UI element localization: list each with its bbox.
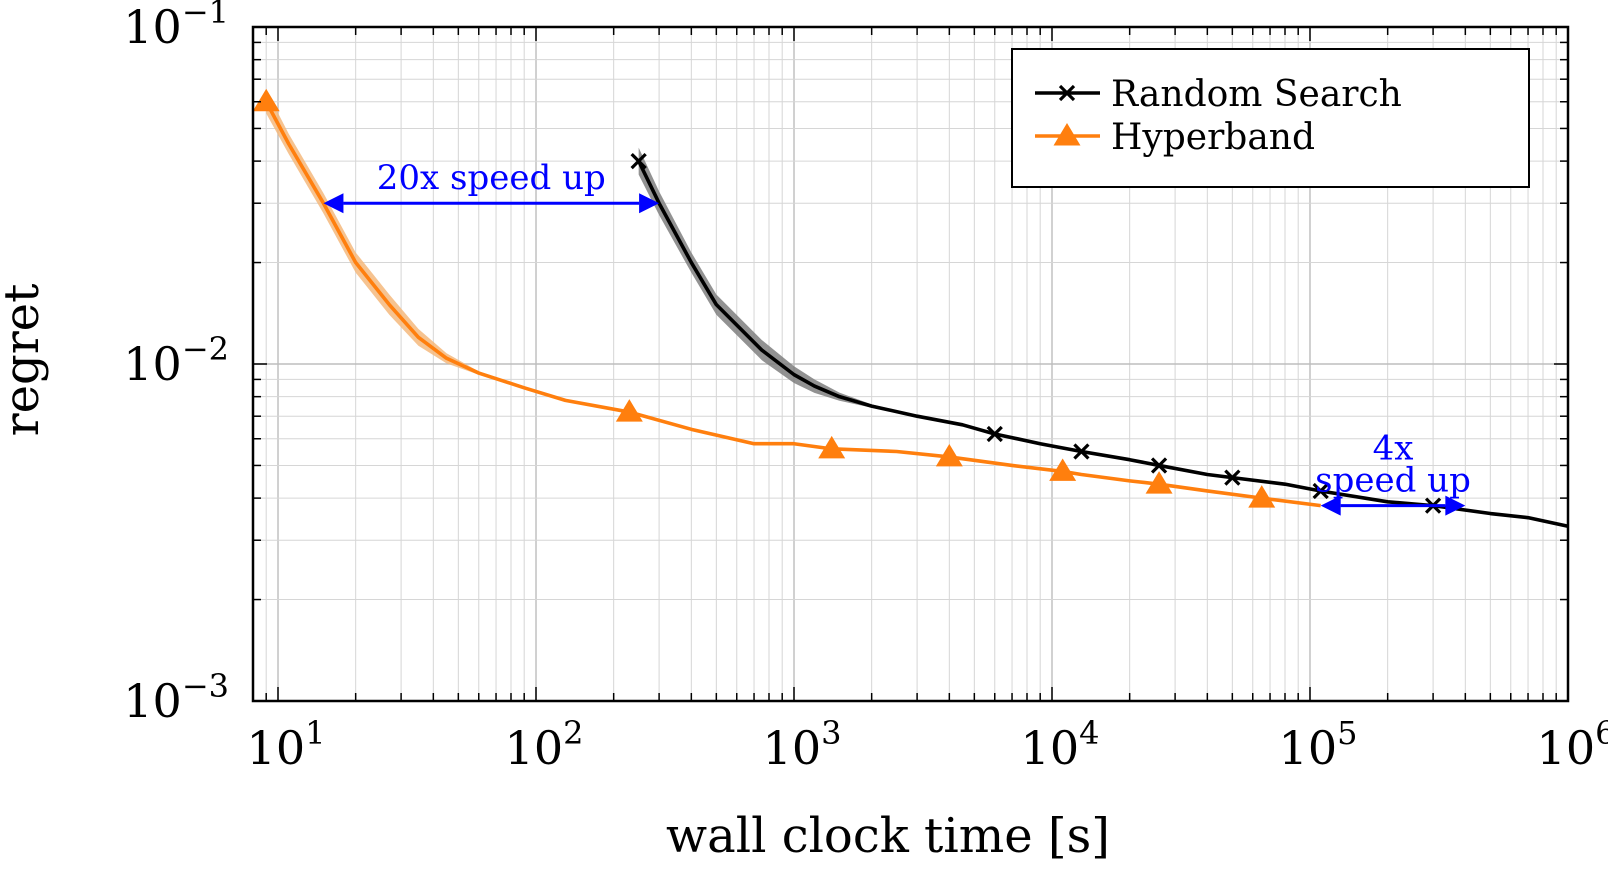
random-search-marker — [630, 152, 647, 170]
series-line — [637, 160, 1569, 529]
hyperband-marker — [935, 443, 963, 467]
legend-label: Random Search — [1111, 74, 1402, 115]
minor-ticks — [252, 26, 1569, 702]
marker-stroke — [1224, 469, 1241, 486]
tick-label-exponent: 6 — [1595, 714, 1608, 752]
tick-label-base: 10 — [123, 337, 182, 391]
marker-stroke — [1073, 443, 1090, 460]
hyperband-marker — [1145, 471, 1173, 494]
series-markers — [252, 88, 1442, 514]
tick-label-exponent: 2 — [563, 714, 583, 752]
tick-label-base: 10 — [123, 0, 182, 54]
random-search-marker — [1312, 482, 1329, 500]
series-lines — [264, 100, 1569, 529]
tick-label-base: 10 — [505, 721, 564, 775]
grid — [252, 26, 1569, 702]
hyperband-marker — [1053, 123, 1081, 146]
x-tick-label: 103 — [763, 714, 842, 775]
arrow-head-right — [639, 193, 660, 214]
y-axis-ticks: 10−310−210−1 — [123, 0, 229, 728]
hyperband-marker — [1049, 458, 1077, 481]
annotation-label: 4x — [1373, 429, 1414, 469]
tick-label-exponent: 4 — [1079, 714, 1099, 752]
tick-label-base: 10 — [123, 674, 182, 728]
tick-label-exponent: −2 — [182, 330, 229, 368]
tick-label-exponent: 5 — [1337, 714, 1357, 752]
arrow-head-right — [1445, 495, 1466, 516]
legend-label: Hyperband — [1111, 117, 1315, 158]
speedup-annotation: 20x speed up — [323, 158, 660, 214]
x-tick-label: 105 — [1279, 714, 1358, 775]
series-line — [264, 100, 1321, 508]
hyperband-marker — [1248, 485, 1276, 508]
marker-stroke — [1150, 457, 1168, 474]
tick-label-base: 10 — [763, 721, 822, 775]
legend-entry: Hyperband — [1035, 117, 1315, 158]
tick-label-base: 10 — [247, 721, 306, 775]
random-search-marker — [1150, 457, 1168, 474]
x-tick-label: 106 — [1537, 714, 1608, 775]
marker-stroke — [1312, 482, 1329, 500]
arrow-head-left — [323, 193, 344, 214]
annotation-label: 20x speed up — [377, 158, 606, 198]
random-search-marker — [1073, 443, 1090, 460]
tick-label-base: 10 — [1537, 721, 1596, 775]
y-tick-label: 10−3 — [123, 667, 229, 728]
x-axis-ticks: 101 102 103 104 105 106 — [247, 714, 1608, 775]
tick-label-base: 10 — [1279, 721, 1338, 775]
y-tick-label: 10−2 — [123, 330, 229, 391]
marker-stroke — [1058, 84, 1076, 102]
x-tick-label: 104 — [1021, 714, 1100, 775]
marker-stroke — [986, 425, 1003, 443]
hyperband-marker — [615, 399, 643, 422]
annotation-label: speed up — [1315, 461, 1471, 501]
hyperband-marker — [818, 435, 846, 459]
legend-entry: Random Search — [1035, 74, 1402, 115]
random-search-marker — [1058, 84, 1076, 102]
x-tick-label: 102 — [505, 714, 584, 775]
y-axis-label: regret — [0, 284, 50, 437]
arrow-head-left — [1320, 495, 1341, 516]
tick-label-exponent: −1 — [182, 0, 229, 31]
tick-label-base: 10 — [1021, 721, 1080, 775]
random-search-marker — [1224, 469, 1241, 486]
random-search-marker — [986, 425, 1003, 443]
x-tick-label: 101 — [247, 714, 326, 775]
hyperband-marker — [252, 88, 280, 112]
tick-label-exponent: 3 — [821, 714, 841, 752]
legend-box — [1011, 48, 1530, 188]
x-axis-label: wall clock time [s] — [666, 808, 1110, 864]
y-tick-label: 10−1 — [123, 0, 229, 54]
tick-label-exponent: −3 — [182, 667, 229, 705]
marker-stroke — [630, 152, 647, 170]
tick-label-exponent: 1 — [305, 714, 325, 752]
